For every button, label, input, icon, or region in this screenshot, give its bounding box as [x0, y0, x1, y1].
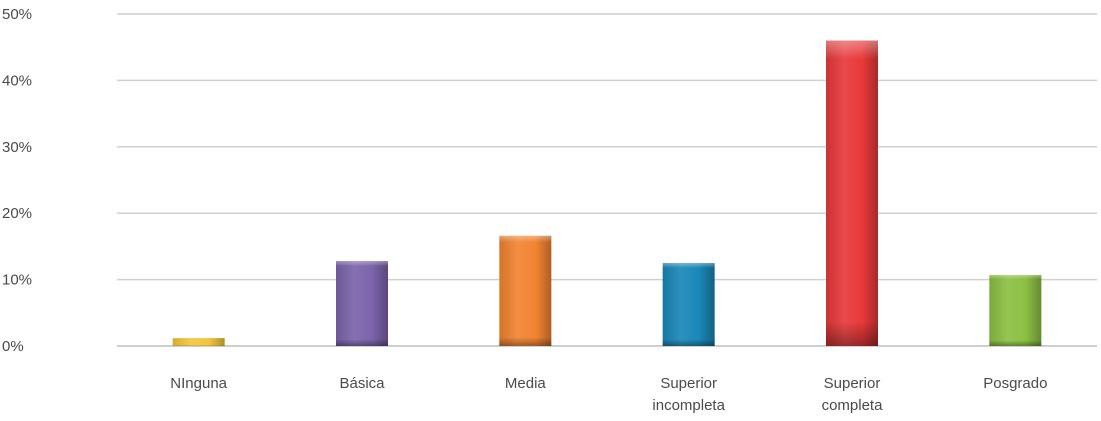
y-tick-label: 40% [2, 72, 32, 89]
bar-shading [499, 235, 552, 346]
x-category-label: NInguna [170, 375, 227, 392]
y-tick-label: 0% [2, 338, 24, 355]
x-axis-labels: NInguna Básica Media Superior incompleta Supe… [170, 375, 1047, 414]
bar-shading [336, 261, 388, 346]
x-category-label: Superior completa [822, 375, 884, 414]
bar-shading [826, 40, 878, 347]
y-axis-ticks: 0% 10% 20% 30% 40% 50% [2, 6, 32, 355]
x-category-label: Superior incompleta [652, 375, 725, 414]
bar-shading [172, 338, 225, 346]
bar [499, 235, 552, 346]
bars [172, 40, 1042, 347]
x-category-label: Posgrado [983, 375, 1047, 392]
x-category-label: Media [505, 375, 547, 392]
bar [826, 40, 878, 347]
bar [662, 263, 715, 346]
y-tick-label: 50% [2, 6, 32, 23]
y-tick-label: 30% [2, 139, 32, 156]
bar [172, 338, 225, 346]
bar-shading [989, 274, 1042, 346]
grid-lines [117, 13, 1097, 347]
y-tick-label: 10% [2, 272, 32, 289]
bar [989, 274, 1042, 346]
y-tick-label: 20% [2, 205, 32, 222]
x-category-label: Básica [339, 375, 385, 392]
bar-shading [662, 263, 715, 346]
bar [336, 261, 388, 346]
